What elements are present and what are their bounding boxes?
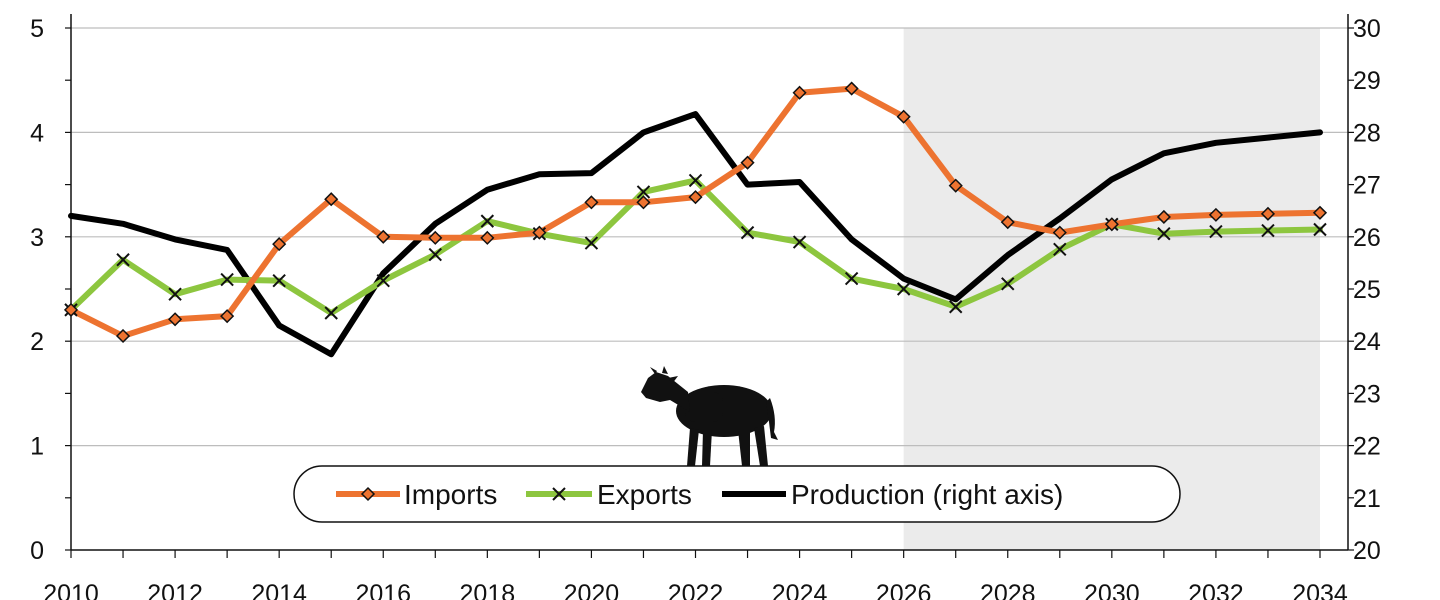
point-exports-2016 — [376, 273, 390, 288]
legend-item-exports: Exports — [526, 479, 692, 510]
y2-tick-label-20: 20 — [1353, 537, 1381, 565]
point-imports-2014 — [272, 237, 287, 252]
point-exports-2013 — [220, 272, 234, 287]
point-exports-2018 — [480, 214, 495, 228]
right-axis-tick-labels: 20 21 22 23 24 25 26 27 28 29 30 — [1353, 15, 1381, 565]
legend: Imports Exports Production (right axis) — [293, 465, 1181, 523]
point-exports-2021 — [636, 185, 651, 199]
point-imports-2018 — [480, 230, 495, 245]
y-tick-label-3: 3 — [30, 224, 44, 252]
legend-production-label: Production (right axis) — [791, 479, 1063, 510]
y2-tick-label-28: 28 — [1353, 119, 1381, 147]
point-exports-2023 — [740, 225, 755, 240]
y2-tick-label-30: 30 — [1353, 15, 1381, 43]
point-imports-2031 — [1156, 209, 1171, 225]
legend-imports-label: Imports — [404, 479, 497, 510]
left-axis-tick-labels: 0 1 2 3 4 5 — [30, 15, 44, 565]
legend-exports-marker — [552, 487, 566, 501]
point-imports-2013 — [220, 309, 235, 324]
y2-tick-label-25: 25 — [1353, 276, 1381, 304]
point-imports-2028 — [1000, 215, 1015, 230]
y-tick-label-5: 5 — [30, 15, 44, 43]
point-imports-2024 — [792, 85, 807, 100]
x-tick-label-2028: 2028 — [980, 580, 1036, 600]
x-tick-label-2016: 2016 — [355, 580, 411, 600]
projection-shading — [903, 28, 1320, 550]
x-tick-label-2030: 2030 — [1084, 580, 1140, 600]
point-imports-2022 — [688, 190, 703, 205]
point-exports-2024 — [792, 235, 807, 249]
x-tick-label-2010: 2010 — [43, 580, 99, 600]
point-exports-2027 — [949, 300, 963, 314]
axes — [65, 14, 1354, 558]
point-exports-2012 — [168, 287, 182, 301]
point-exports-2033 — [1261, 223, 1275, 238]
point-imports-2030 — [1104, 217, 1119, 232]
y2-tick-label-21: 21 — [1353, 485, 1381, 513]
point-exports-2029 — [1053, 242, 1067, 257]
y-tick-label-0: 0 — [30, 537, 44, 565]
point-imports-2027 — [948, 178, 963, 193]
point-imports-2016 — [376, 229, 391, 244]
point-exports-2034 — [1313, 222, 1327, 237]
point-exports-2032 — [1209, 224, 1223, 239]
x-tick-label-2018: 2018 — [460, 580, 516, 600]
y2-tick-label-27: 27 — [1353, 172, 1381, 200]
y-tick-label-2: 2 — [30, 328, 44, 356]
point-imports-2020 — [584, 195, 599, 210]
point-exports-2015 — [324, 306, 338, 320]
point-imports-2011 — [115, 328, 131, 344]
y2-tick-label-23: 23 — [1353, 380, 1381, 408]
point-exports-2026 — [896, 282, 911, 296]
point-imports-2032 — [1208, 207, 1223, 222]
legend-item-production: Production (right axis) — [722, 479, 1063, 510]
y2-tick-label-24: 24 — [1353, 328, 1381, 356]
y2-tick-label-26: 26 — [1353, 224, 1381, 252]
x-tick-label-2020: 2020 — [564, 580, 620, 600]
point-imports-2019 — [532, 225, 547, 240]
cow-icon — [641, 366, 778, 466]
point-imports-2010 — [63, 302, 79, 317]
x-tick-label-2032: 2032 — [1188, 580, 1244, 600]
point-imports-2026 — [896, 109, 911, 124]
point-imports-2023 — [740, 155, 755, 170]
point-exports-2017 — [428, 247, 442, 262]
y-tick-label-1: 1 — [30, 433, 44, 461]
x-tick-label-2022: 2022 — [668, 580, 724, 600]
x-tick-label-2024: 2024 — [772, 580, 828, 600]
y2-tick-label-29: 29 — [1353, 67, 1381, 95]
point-exports-2014 — [272, 273, 286, 288]
legend-exports-label: Exports — [597, 479, 692, 510]
point-exports-2011 — [116, 253, 130, 267]
point-exports-2020 — [584, 236, 599, 250]
x-tick-label-2034: 2034 — [1292, 580, 1348, 600]
legend-imports-marker — [360, 486, 376, 502]
series-markers — [63, 81, 1328, 344]
point-imports-2015 — [324, 192, 339, 207]
point-imports-2025 — [844, 81, 859, 96]
point-exports-2022 — [688, 173, 703, 188]
legend-item-imports: Imports — [336, 479, 497, 510]
point-imports-2021 — [636, 195, 651, 210]
y-tick-label-4: 4 — [30, 119, 44, 147]
point-exports-2031 — [1157, 226, 1171, 241]
point-imports-2029 — [1052, 225, 1067, 240]
series-line-production-right-axis — [68, 111, 1323, 358]
point-exports-2028 — [1001, 277, 1015, 291]
point-imports-2033 — [1260, 206, 1276, 221]
x-tick-label-2012: 2012 — [147, 580, 203, 600]
x-tick-label-2026: 2026 — [876, 580, 932, 600]
point-exports-2025 — [844, 271, 859, 286]
point-imports-2034 — [1312, 205, 1328, 220]
x-tick-label-2014: 2014 — [251, 580, 307, 600]
x-axis-tick-labels: 2010 2012 2014 2016 2018 2020 2022 2024 2026 2028… — [43, 580, 1348, 600]
point-imports-2012 — [168, 312, 183, 327]
y2-tick-label-22: 22 — [1353, 433, 1381, 461]
point-imports-2017 — [428, 230, 443, 245]
